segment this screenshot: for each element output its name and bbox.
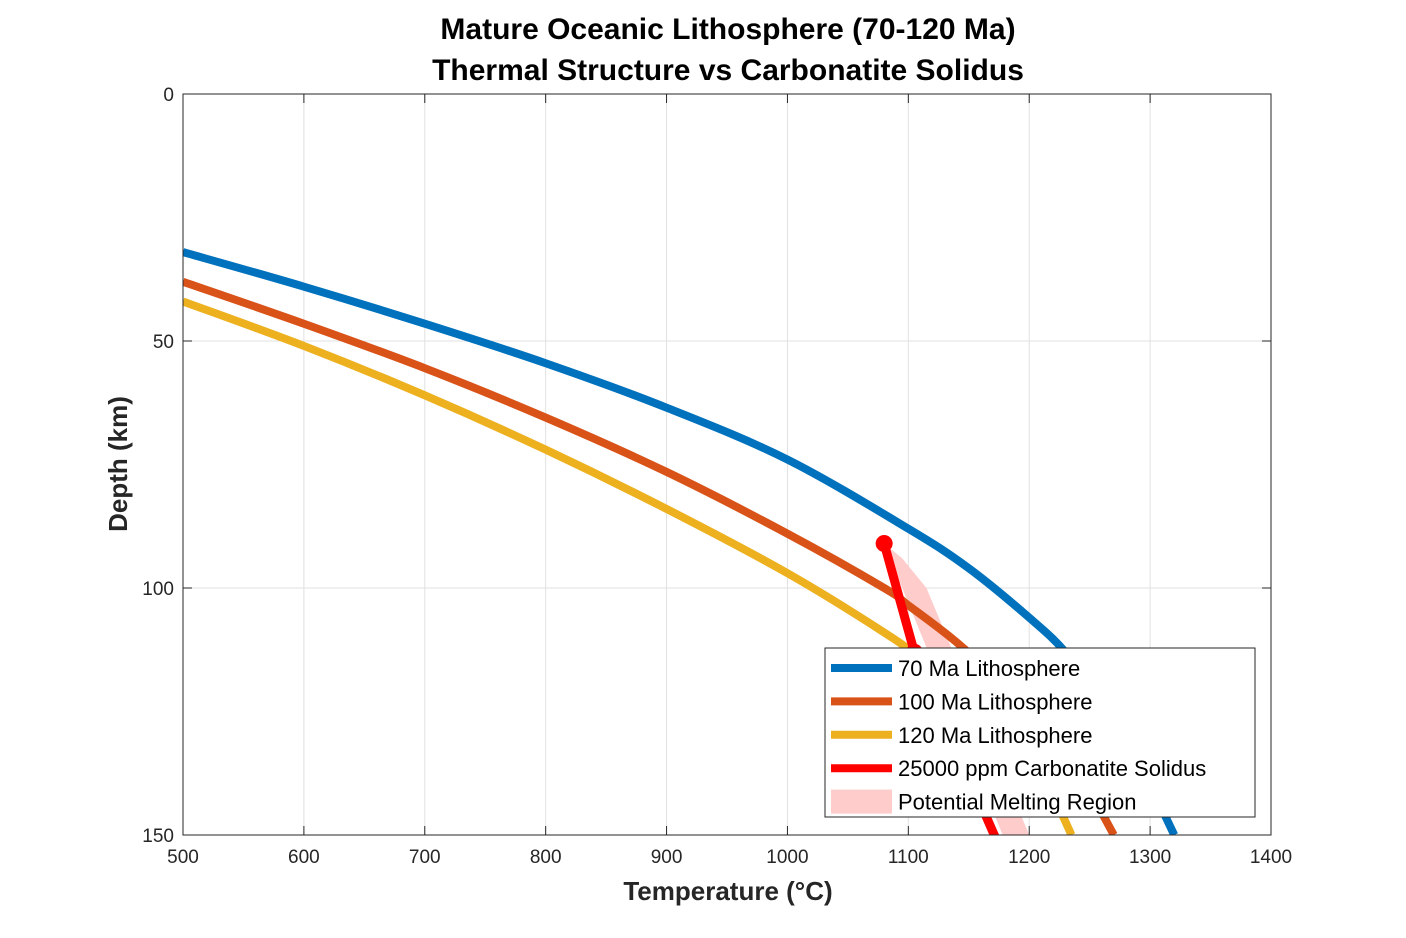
legend: 70 Ma Lithosphere 100 Ma Lithosphere 120 M… [824, 647, 1256, 818]
x-tick-label: 1300 [1129, 847, 1171, 868]
plot-frame [182, 93, 1272, 836]
chart-title-line-2: Thermal Structure vs Carbonatite Solidus [432, 54, 1024, 87]
x-axis-label: Temperature (°C) [623, 876, 832, 906]
legend-swatch [831, 789, 892, 814]
legend-label: 25000 ppm Carbonatite Solidus [898, 756, 1206, 781]
x-tick-label: 1000 [766, 847, 808, 868]
legend-label: Potential Melting Region [898, 790, 1136, 815]
legend-box [824, 647, 1256, 818]
x-tick-label: 900 [651, 847, 683, 868]
y-tick-label: 150 [142, 826, 174, 847]
x-tick-label: 700 [409, 847, 441, 868]
y-tick-label: 100 [142, 579, 174, 600]
y-tick-label: 50 [153, 332, 174, 353]
axis-ticks: 500 600 700 800 900 1000 1100 1200 1300 1400 0 50 10… [142, 85, 1292, 868]
solidus-marker [875, 535, 893, 553]
legend-label: 120 Ma Lithosphere [898, 723, 1092, 748]
x-tick-label: 1200 [1008, 847, 1050, 868]
x-tick-label: 1400 [1250, 847, 1292, 868]
chart-title-line-1: Mature Oceanic Lithosphere (70-120 Ma) [440, 13, 1015, 46]
legend-label: 100 Ma Lithosphere [898, 689, 1092, 714]
y-axis-label: Depth (km) [103, 396, 133, 532]
x-tick-label: 600 [288, 847, 320, 868]
x-tick-label: 800 [530, 847, 562, 868]
x-tick-label: 1100 [888, 847, 929, 868]
y-tick-label: 0 [163, 85, 174, 106]
legend-label: 70 Ma Lithosphere [898, 656, 1080, 681]
x-tick-label: 500 [167, 847, 199, 868]
